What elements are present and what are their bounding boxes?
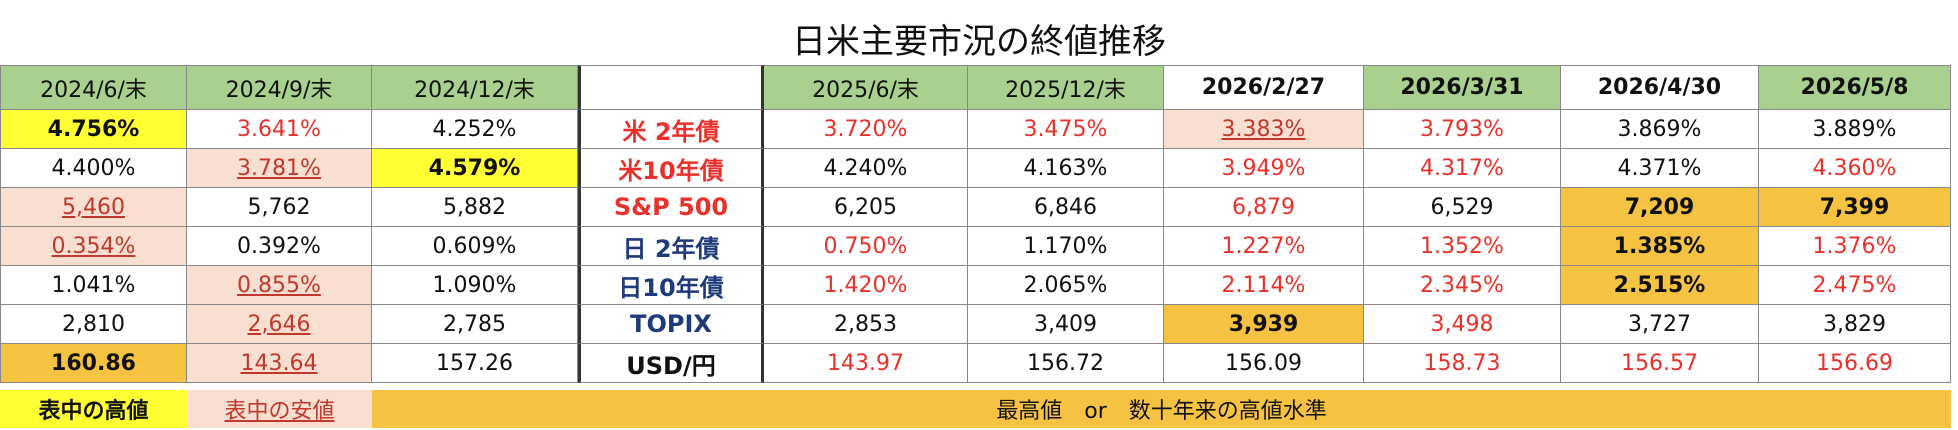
row-label: 米10年債 <box>578 149 764 188</box>
value-cell: 6,205 <box>764 188 968 227</box>
value-cell: 4.400% <box>0 149 187 188</box>
title: 日米主要市況の終値推移 <box>792 22 1166 62</box>
column-header: 2024/6/末 <box>0 65 187 110</box>
value-cell: 156.57 <box>1561 344 1759 383</box>
value-cell: 3,939 <box>1164 305 1364 344</box>
value-cell: 1.376% <box>1759 227 1951 266</box>
value-cell: 3.889% <box>1759 110 1951 149</box>
value-cell: 3.720% <box>764 110 968 149</box>
value-cell: 157.26 <box>372 344 578 383</box>
value-cell: 2.515% <box>1561 266 1759 305</box>
value-cell: 3.781% <box>187 149 372 188</box>
column-header: 2026/2/27 <box>1164 65 1364 110</box>
value-cell: 4.317% <box>1364 149 1561 188</box>
value-cell: 4.360% <box>1759 149 1951 188</box>
value-cell: 160.86 <box>0 344 187 383</box>
legend-high: 表中の高値 <box>0 390 187 428</box>
value-cell: 4.252% <box>372 110 578 149</box>
value-cell: 143.97 <box>764 344 968 383</box>
value-cell: 0.750% <box>764 227 968 266</box>
value-cell: 2.475% <box>1759 266 1951 305</box>
legend-low: 表中の安値 <box>187 390 372 428</box>
value-cell: 156.72 <box>968 344 1164 383</box>
value-cell: 1.041% <box>0 266 187 305</box>
value-cell: 1.420% <box>764 266 968 305</box>
value-cell: 3,409 <box>968 305 1164 344</box>
value-cell: 7,209 <box>1561 188 1759 227</box>
value-cell: 0.855% <box>187 266 372 305</box>
value-cell: 0.609% <box>372 227 578 266</box>
row-label: S&P 500 <box>578 188 764 227</box>
value-cell: 5,882 <box>372 188 578 227</box>
value-cell: 2.114% <box>1164 266 1364 305</box>
value-cell: 2,853 <box>764 305 968 344</box>
value-cell: 2.065% <box>968 266 1164 305</box>
value-cell: 2.345% <box>1364 266 1561 305</box>
value-cell: 5,762 <box>187 188 372 227</box>
value-cell: 3.793% <box>1364 110 1561 149</box>
value-cell: 4.371% <box>1561 149 1759 188</box>
value-cell: 1.090% <box>372 266 578 305</box>
value-cell: 0.354% <box>0 227 187 266</box>
value-cell: 4.756% <box>0 110 187 149</box>
header-corner <box>578 65 764 110</box>
value-cell: 3,727 <box>1561 305 1759 344</box>
column-header: 2024/9/末 <box>187 65 372 110</box>
value-cell: 3,498 <box>1364 305 1561 344</box>
value-cell: 1.352% <box>1364 227 1561 266</box>
value-cell: 2,785 <box>372 305 578 344</box>
value-cell: 1.227% <box>1164 227 1364 266</box>
value-cell: 2,646 <box>187 305 372 344</box>
value-cell: 1.170% <box>968 227 1164 266</box>
row-label: 日 2年債 <box>578 227 764 266</box>
row-label: 米 2年債 <box>578 110 764 149</box>
value-cell: 6,879 <box>1164 188 1364 227</box>
column-header: 2025/6/末 <box>764 65 968 110</box>
value-cell: 0.392% <box>187 227 372 266</box>
value-cell: 143.64 <box>187 344 372 383</box>
legend-record: 最高値 or 数十年来の高値水準 <box>372 390 1951 428</box>
column-header: 2026/3/31 <box>1364 65 1561 110</box>
column-header: 2026/4/30 <box>1561 65 1759 110</box>
value-cell: 7,399 <box>1759 188 1951 227</box>
value-cell: 6,846 <box>968 188 1164 227</box>
value-cell: 156.69 <box>1759 344 1951 383</box>
value-cell: 2,810 <box>0 305 187 344</box>
column-header: 2026/5/8 <box>1759 65 1951 110</box>
value-cell: 158.73 <box>1364 344 1561 383</box>
value-cell: 4.163% <box>968 149 1164 188</box>
value-cell: 3.641% <box>187 110 372 149</box>
column-header: 2025/12/末 <box>968 65 1164 110</box>
value-cell: 156.09 <box>1164 344 1364 383</box>
value-cell: 4.579% <box>372 149 578 188</box>
value-cell: 6,529 <box>1364 188 1561 227</box>
value-cell: 3,829 <box>1759 305 1951 344</box>
value-cell: 3.475% <box>968 110 1164 149</box>
value-cell: 3.949% <box>1164 149 1364 188</box>
value-cell: 4.240% <box>764 149 968 188</box>
value-cell: 3.869% <box>1561 110 1759 149</box>
value-cell: 1.385% <box>1561 227 1759 266</box>
row-label: TOPIX <box>578 305 764 344</box>
row-label: USD/円 <box>578 344 764 383</box>
column-header: 2024/12/末 <box>372 65 578 110</box>
value-cell: 3.383% <box>1164 110 1364 149</box>
row-label: 日10年債 <box>578 266 764 305</box>
value-cell: 5,460 <box>0 188 187 227</box>
